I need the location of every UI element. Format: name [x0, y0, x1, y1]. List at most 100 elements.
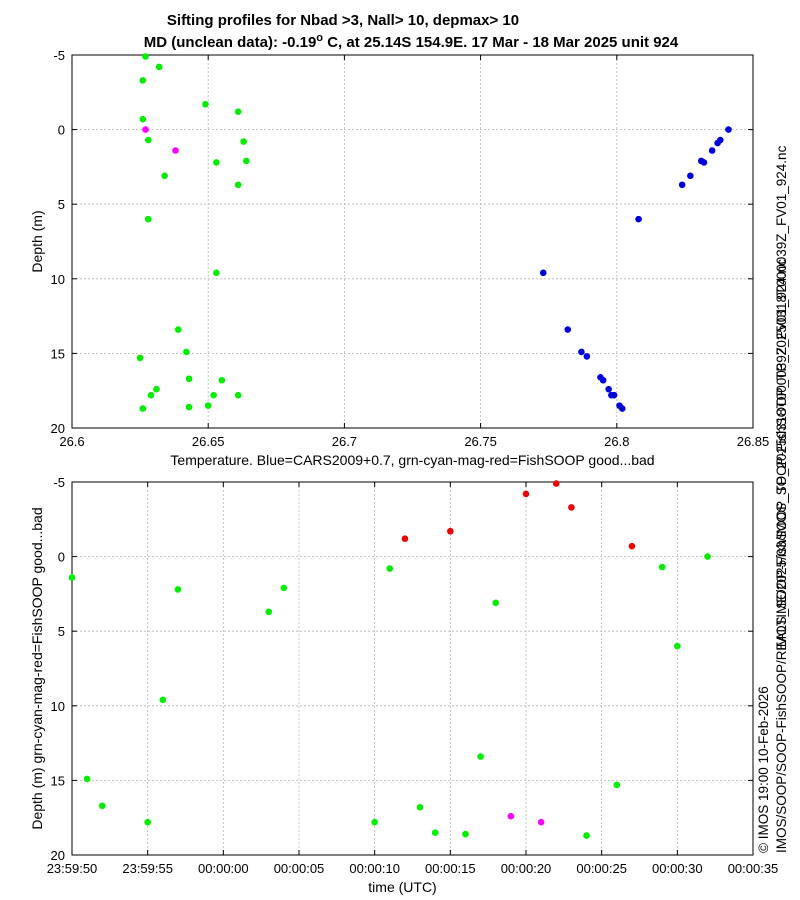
top-y-tick-label: 0 [58, 123, 65, 138]
top-y-axis-label: Depth (m) [29, 210, 45, 272]
top-point-green [240, 138, 247, 145]
bottom-x-tick-label: 23:59:50 [47, 861, 98, 876]
bottom-x-tick-label: 00:00:05 [274, 861, 325, 876]
bottom-x-tick-label: 00:00:20 [501, 861, 552, 876]
bottom-x-tick-label: 00:00:15 [425, 861, 476, 876]
top-point-green [139, 405, 147, 412]
bottom-point-green [280, 584, 288, 592]
bottom-x-tick-label: 00:00:35 [728, 861, 779, 876]
bottom-point-green [159, 696, 167, 704]
bottom-y-tick-label: -5 [53, 475, 65, 490]
top-point-green [213, 269, 220, 277]
top-point-green [144, 215, 152, 223]
top-point-green [202, 100, 209, 108]
top-x-tick-label: 26.7 [332, 434, 357, 449]
top-point-green [234, 391, 242, 399]
top-point-green [185, 375, 193, 383]
temperature-depth-plot: 26.6 26.65 26.7 26.75 26.8 26.85 -5 0 5 10 15 20 Tem… [29, 48, 769, 468]
bottom-point-red [568, 504, 575, 511]
top-point-blue [714, 139, 721, 147]
top-point-magenta [172, 147, 179, 154]
top-x-tick-label: 26.6 [59, 434, 84, 449]
top-point-green [243, 157, 250, 165]
bottom-x-tick-label: 00:00:30 [652, 861, 703, 876]
top-point-blue [605, 385, 612, 393]
bottom-y-tick-label: 5 [58, 624, 65, 639]
top-point-blue [725, 126, 732, 133]
top-point-blue [700, 159, 708, 166]
bottom-x-tick-label: 00:00:00 [198, 861, 249, 876]
bottom-point-green [492, 599, 500, 607]
bottom-point-green [658, 563, 666, 571]
bottom-point-green [613, 781, 621, 789]
bottom-point-red [552, 480, 560, 487]
top-point-green [234, 108, 242, 115]
bottom-point-green [144, 818, 151, 826]
top-point-blue [578, 348, 585, 356]
bottom-point-green [477, 753, 484, 760]
top-point-green [161, 172, 168, 180]
filename-label: IMOS_SOOP-FishSOOP_TP_20250318T000039Z_F… [774, 259, 789, 651]
top-point-blue [610, 391, 618, 399]
top-point-green [185, 403, 193, 411]
bottom-y-tick-label: 15 [51, 773, 65, 788]
bottom-x-tick-label: 00:00:25 [576, 861, 627, 876]
top-x-tick-label: 26.85 [737, 434, 770, 449]
top-y-tick-label: 20 [51, 421, 65, 436]
bottom-point-red [522, 490, 530, 498]
bottom-point-green [583, 832, 590, 839]
top-y-tick-label: -5 [53, 48, 65, 63]
top-point-green [183, 348, 190, 356]
top-point-blue [678, 181, 686, 189]
top-y-tick-label: 15 [51, 346, 65, 361]
time-depth-plot: 23:59:50 23:59:55 00:00:00 00:00:05 00:00:10… [29, 475, 778, 895]
path-label: IMOS/SOOP/SOOP-FishSOOP/REALTIME/2025/03… [774, 145, 789, 853]
bottom-point-green [704, 553, 711, 560]
bottom-x-tick-label: 23:59:55 [122, 861, 173, 876]
top-x-tick-label: 26.75 [464, 434, 497, 449]
top-point-green [210, 391, 217, 399]
bottom-point-green [98, 802, 106, 810]
bottom-point-green [431, 829, 439, 836]
top-point-green [136, 354, 144, 362]
top-point-blue [687, 172, 694, 180]
top-point-blue [539, 269, 547, 277]
bottom-x-tick-label: 00:00:10 [349, 861, 400, 876]
title-line-2: MD (unclean data): -0.19o C, at 25.14S 1… [144, 32, 679, 51]
top-point-blue [618, 405, 626, 412]
bottom-point-red [401, 535, 409, 542]
bottom-point-green [265, 608, 273, 616]
bottom-point-green [462, 830, 469, 838]
bottom-point-green [68, 574, 76, 581]
bottom-point-red [447, 527, 454, 535]
bottom-point-red [628, 542, 636, 550]
top-point-green [155, 63, 163, 71]
top-point-green [174, 326, 182, 333]
bottom-point-green [416, 803, 424, 811]
top-point-green [139, 77, 147, 84]
top-plot-frame [71, 54, 754, 429]
top-point-green [142, 53, 149, 60]
title-degree-sup: o [316, 32, 323, 44]
bottom-point-green [371, 818, 378, 826]
top-x-tick-label: 26.65 [192, 434, 225, 449]
top-point-green [147, 391, 155, 399]
bottom-point-magenta [537, 818, 545, 826]
title-line-1: Sifting profiles for Nbad >3, Nall> 10, … [167, 12, 519, 29]
bottom-y-tick-label: 0 [58, 550, 65, 565]
title-line-2-main: MD (unclean data): -0.19 [144, 34, 317, 51]
top-point-blue [564, 326, 572, 333]
bottom-x-axis-label: time (UTC) [368, 879, 436, 895]
top-point-magenta [142, 126, 149, 133]
bottom-point-green [386, 565, 394, 572]
top-point-green [213, 159, 220, 166]
top-point-blue [635, 215, 642, 223]
bottom-y-tick-label: 20 [51, 848, 65, 863]
bottom-point-green [83, 775, 91, 783]
top-x-tick-label: 26.8 [604, 434, 629, 449]
top-point-green [218, 376, 226, 384]
bottom-plot-frame [71, 481, 754, 856]
bottom-y-tick-label: 10 [51, 699, 65, 714]
top-point-green [204, 402, 212, 409]
